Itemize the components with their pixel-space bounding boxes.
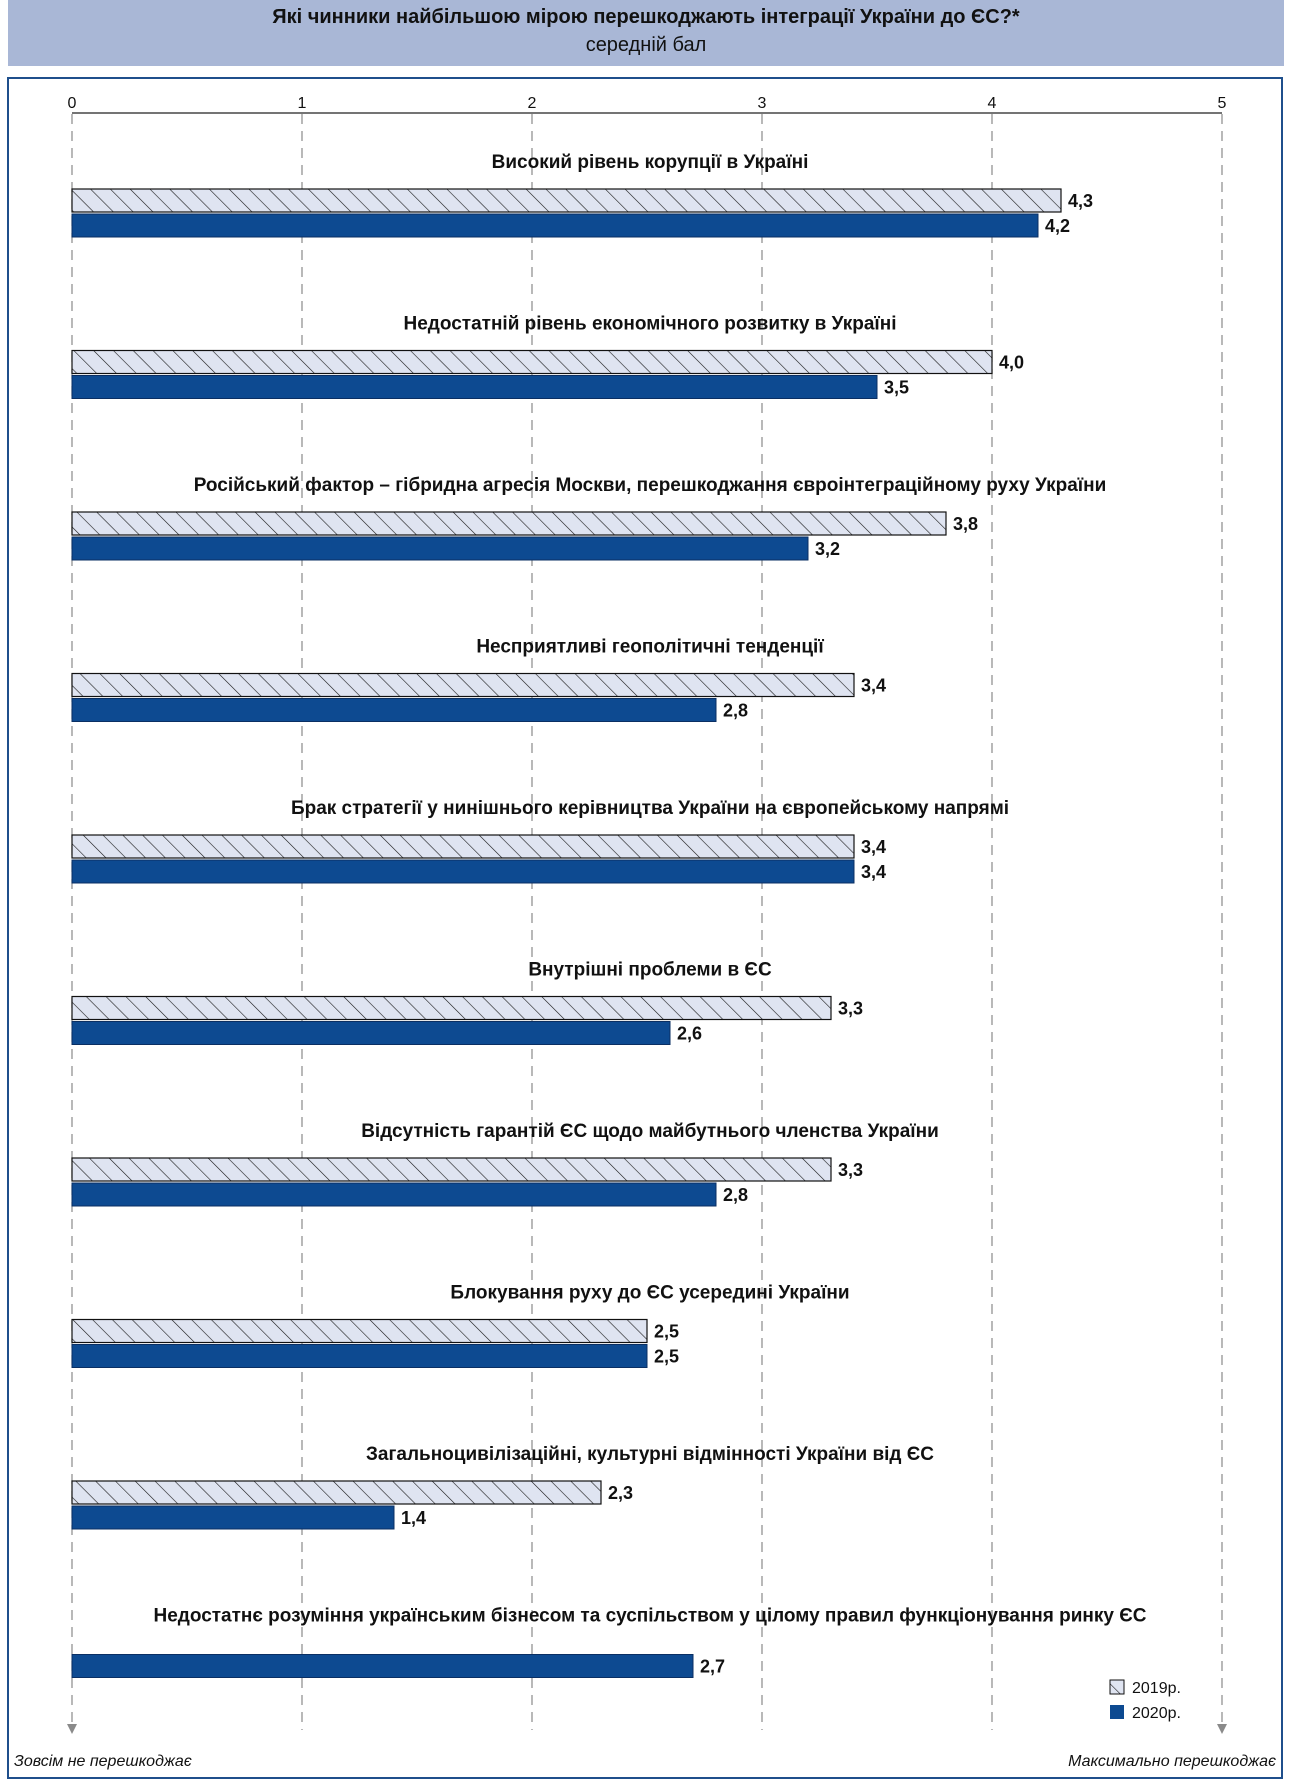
category-label: Високий рівень корупції в Україні bbox=[492, 152, 809, 173]
bar-2020 bbox=[71, 1021, 671, 1045]
legend-label-2020: 2020р. bbox=[1132, 1705, 1181, 1722]
category-label: Загальноцивілізаційні, культурні відмінн… bbox=[366, 1444, 934, 1465]
bar-2020 bbox=[71, 536, 809, 561]
data-label-2019: 3,4 bbox=[861, 676, 886, 696]
bar-2020 bbox=[71, 1344, 648, 1368]
x-tick-label: 0 bbox=[68, 95, 77, 112]
data-label-2020: 1,4 bbox=[401, 1508, 426, 1528]
x-tick-label: 4 bbox=[988, 95, 997, 112]
bar-2020 bbox=[71, 859, 855, 884]
data-label-2019: 3,4 bbox=[861, 837, 886, 857]
x-tick-label: 2 bbox=[528, 95, 537, 112]
bar-2019 bbox=[71, 672, 855, 698]
category-label: Несприятливі геополітичні тенденції bbox=[476, 637, 824, 658]
x-tick-label: 5 bbox=[1218, 95, 1227, 112]
scale-note-left: Зовсім не перешкоджає bbox=[14, 1753, 192, 1770]
legend-swatch-2020 bbox=[1110, 1705, 1124, 1719]
chart-title: Які чинники найбільшою мірою перешкоджаю… bbox=[272, 6, 1020, 28]
bar-2020 bbox=[71, 213, 1039, 238]
bar-2019 bbox=[71, 995, 832, 1021]
data-label-2019: 4,0 bbox=[999, 353, 1024, 373]
bar-2019 bbox=[71, 511, 947, 536]
data-label-2020: 2,8 bbox=[723, 701, 748, 721]
scale-note-right: Максимально перешкоджає bbox=[1068, 1753, 1276, 1770]
category-label: Внутрішні проблеми в ЄС bbox=[528, 960, 772, 981]
bar-2020 bbox=[71, 1654, 694, 1678]
data-label-2019: 2,3 bbox=[608, 1483, 633, 1503]
data-label-2020: 4,2 bbox=[1045, 216, 1070, 236]
data-label-2019: 3,3 bbox=[838, 1160, 863, 1180]
bar-2019 bbox=[71, 834, 855, 859]
bar-2019 bbox=[71, 349, 993, 375]
chart-subtitle: середній бал bbox=[585, 34, 707, 56]
bar-2019 bbox=[71, 1480, 602, 1505]
data-label-2020: 2,8 bbox=[723, 1185, 748, 1205]
data-label-2019: 2,5 bbox=[654, 1322, 679, 1342]
category-label: Недостатнє розуміння українським бізнесо… bbox=[153, 1606, 1146, 1627]
category-label: Російський фактор – гібридна агресія Мос… bbox=[194, 475, 1107, 496]
legend-swatch-2019 bbox=[1109, 1679, 1125, 1695]
chart-header: Які чинники найбільшою мірою перешкоджаю… bbox=[8, 0, 1284, 66]
category-label: Брак стратегії у нинішнього керівництва … bbox=[291, 798, 1009, 819]
data-label-2019: 4,3 bbox=[1068, 191, 1093, 211]
data-label-2020: 3,2 bbox=[815, 539, 840, 559]
data-label-2019: 3,8 bbox=[953, 514, 978, 534]
bar-2019 bbox=[71, 1318, 648, 1344]
legend-label-2019: 2019р. bbox=[1132, 1680, 1181, 1697]
bar-2020 bbox=[71, 375, 878, 399]
x-tick-label: 1 bbox=[298, 95, 307, 112]
data-label-2019: 3,3 bbox=[838, 999, 863, 1019]
bar-2020 bbox=[71, 1505, 395, 1530]
bar-2019 bbox=[71, 188, 1062, 213]
x-tick-label: 3 bbox=[758, 95, 767, 112]
data-label-2020: 3,5 bbox=[884, 378, 909, 398]
category-label: Недостатній рівень економічного розвитку… bbox=[404, 314, 897, 335]
category-label: Блокування руху до ЄС усередині України bbox=[450, 1283, 849, 1304]
data-label-2020: 2,6 bbox=[677, 1024, 702, 1044]
chart-frame bbox=[7, 77, 1283, 1779]
arrow-down-icon-left bbox=[67, 1724, 77, 1734]
bar-2020 bbox=[71, 698, 717, 722]
data-label-2020: 3,4 bbox=[861, 862, 886, 882]
bar-2020 bbox=[71, 1182, 717, 1207]
arrow-down-icon-right bbox=[1217, 1724, 1227, 1734]
category-label: Відсутність гарантій ЄС щодо майбутнього… bbox=[361, 1121, 939, 1142]
data-label-2020: 2,5 bbox=[654, 1347, 679, 1367]
bar-2019 bbox=[71, 1157, 832, 1182]
data-label-2020: 2,7 bbox=[700, 1657, 725, 1677]
